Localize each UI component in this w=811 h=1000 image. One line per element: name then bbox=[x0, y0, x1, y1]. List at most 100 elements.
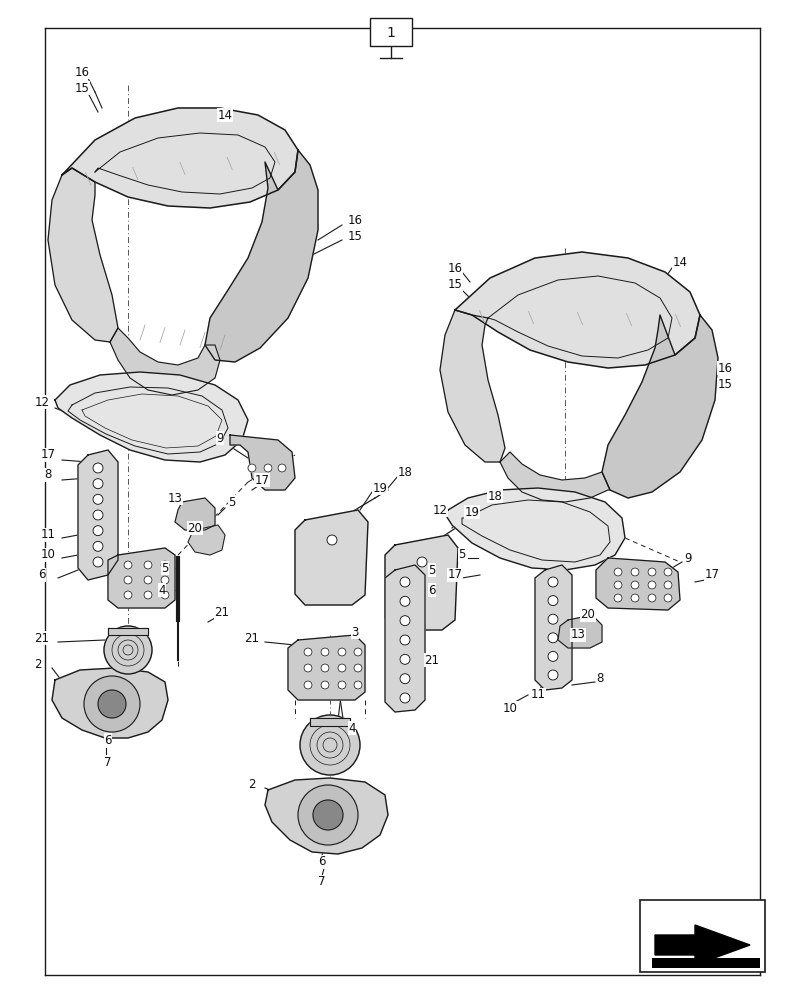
Polygon shape bbox=[188, 525, 225, 555]
Circle shape bbox=[547, 614, 557, 624]
Circle shape bbox=[93, 463, 103, 473]
Circle shape bbox=[277, 464, 285, 472]
Circle shape bbox=[663, 581, 672, 589]
Circle shape bbox=[303, 664, 311, 672]
Text: 14: 14 bbox=[217, 109, 232, 122]
Text: 13: 13 bbox=[570, 629, 585, 642]
Circle shape bbox=[630, 568, 638, 576]
Text: 17: 17 bbox=[447, 568, 462, 582]
Polygon shape bbox=[288, 635, 365, 700]
Circle shape bbox=[161, 561, 169, 569]
Polygon shape bbox=[384, 565, 424, 712]
Circle shape bbox=[320, 648, 328, 656]
Polygon shape bbox=[557, 615, 601, 648]
Polygon shape bbox=[230, 435, 294, 490]
Text: 7: 7 bbox=[104, 756, 112, 768]
Text: 19: 19 bbox=[464, 506, 479, 518]
Circle shape bbox=[400, 616, 410, 626]
Polygon shape bbox=[654, 925, 749, 965]
Text: 13: 13 bbox=[167, 491, 182, 504]
Text: 14: 14 bbox=[672, 255, 687, 268]
Circle shape bbox=[337, 681, 345, 689]
Circle shape bbox=[93, 526, 103, 536]
Polygon shape bbox=[294, 510, 367, 605]
Circle shape bbox=[547, 577, 557, 587]
Circle shape bbox=[93, 541, 103, 551]
Circle shape bbox=[124, 591, 132, 599]
Circle shape bbox=[124, 561, 132, 569]
Text: 15: 15 bbox=[347, 230, 362, 242]
Text: 5: 5 bbox=[228, 495, 235, 508]
Text: 10: 10 bbox=[502, 702, 517, 714]
Circle shape bbox=[663, 594, 672, 602]
Circle shape bbox=[98, 690, 126, 718]
Circle shape bbox=[547, 651, 557, 661]
Circle shape bbox=[161, 591, 169, 599]
Circle shape bbox=[337, 664, 345, 672]
Text: 15: 15 bbox=[447, 278, 462, 292]
Text: 1: 1 bbox=[386, 26, 395, 40]
Circle shape bbox=[124, 576, 132, 584]
Text: 18: 18 bbox=[487, 489, 502, 502]
Text: 4: 4 bbox=[158, 584, 165, 596]
Circle shape bbox=[337, 648, 345, 656]
Circle shape bbox=[613, 568, 621, 576]
Polygon shape bbox=[454, 252, 699, 368]
Circle shape bbox=[161, 576, 169, 584]
Circle shape bbox=[93, 494, 103, 504]
Circle shape bbox=[144, 561, 152, 569]
Text: 7: 7 bbox=[318, 876, 325, 888]
Polygon shape bbox=[601, 315, 717, 498]
Circle shape bbox=[400, 635, 410, 645]
Polygon shape bbox=[108, 628, 148, 635]
Text: 21: 21 bbox=[244, 632, 260, 645]
Text: 9: 9 bbox=[216, 432, 224, 444]
Circle shape bbox=[547, 670, 557, 680]
Text: 16: 16 bbox=[75, 66, 89, 79]
Text: 16: 16 bbox=[717, 361, 732, 374]
Text: 2: 2 bbox=[248, 778, 255, 791]
Polygon shape bbox=[310, 718, 350, 726]
Text: 5: 5 bbox=[161, 562, 169, 574]
Circle shape bbox=[400, 674, 410, 684]
Circle shape bbox=[320, 681, 328, 689]
Text: 9: 9 bbox=[684, 552, 691, 564]
Circle shape bbox=[84, 676, 139, 732]
Text: 15: 15 bbox=[75, 82, 89, 95]
Text: 8: 8 bbox=[595, 672, 603, 684]
Circle shape bbox=[354, 664, 362, 672]
Polygon shape bbox=[52, 668, 168, 738]
Text: 16: 16 bbox=[347, 214, 362, 227]
Text: 5: 5 bbox=[457, 548, 466, 562]
Text: 6: 6 bbox=[38, 568, 45, 582]
Polygon shape bbox=[444, 488, 624, 570]
Circle shape bbox=[613, 594, 621, 602]
Text: 12: 12 bbox=[34, 395, 49, 408]
Text: 21: 21 bbox=[34, 632, 49, 645]
Polygon shape bbox=[264, 778, 388, 854]
Circle shape bbox=[144, 576, 152, 584]
Polygon shape bbox=[108, 548, 175, 608]
Text: 11: 11 bbox=[41, 528, 55, 542]
Circle shape bbox=[400, 693, 410, 703]
Text: 20: 20 bbox=[187, 522, 202, 534]
Circle shape bbox=[144, 591, 152, 599]
Circle shape bbox=[264, 464, 272, 472]
Bar bbox=[651, 958, 759, 968]
Text: 17: 17 bbox=[41, 448, 55, 462]
Text: 19: 19 bbox=[372, 482, 387, 494]
Polygon shape bbox=[55, 372, 247, 462]
Text: 10: 10 bbox=[41, 548, 55, 562]
Polygon shape bbox=[62, 108, 298, 208]
Circle shape bbox=[327, 535, 337, 545]
Polygon shape bbox=[595, 558, 679, 610]
Circle shape bbox=[354, 681, 362, 689]
Text: 21: 21 bbox=[424, 654, 439, 666]
Text: 18: 18 bbox=[397, 466, 412, 479]
Text: 6: 6 bbox=[104, 734, 112, 746]
Circle shape bbox=[93, 510, 103, 520]
Circle shape bbox=[400, 577, 410, 587]
Circle shape bbox=[647, 581, 655, 589]
Text: 3: 3 bbox=[351, 626, 358, 639]
Polygon shape bbox=[500, 452, 609, 502]
